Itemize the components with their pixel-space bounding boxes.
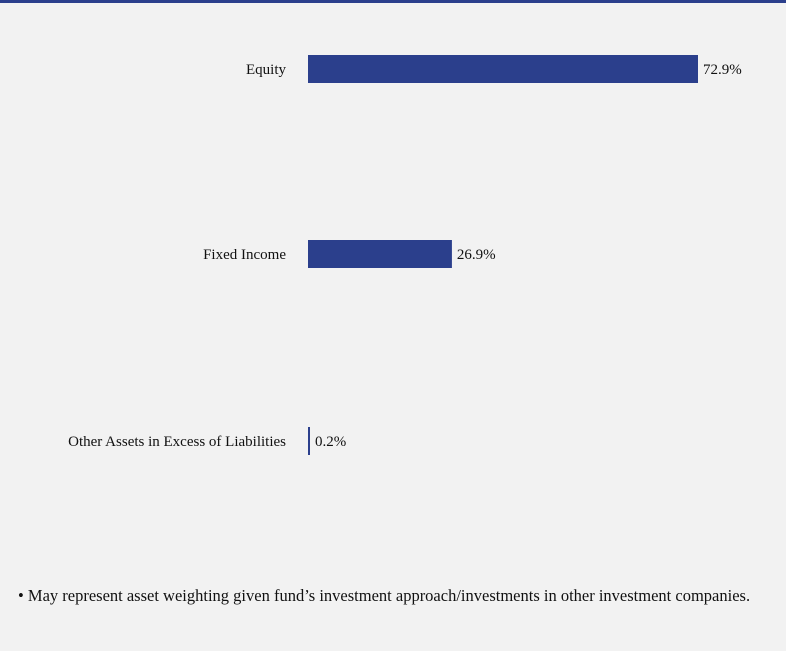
bar-fixed-income [308,240,452,268]
bar-equity [308,55,698,83]
allocation-bar-chart: Equity 72.9% Fixed Income 26.9% Other Assets… [68,55,742,455]
category-label-equity: Equity [246,62,286,78]
category-label-fixed-income: Fixed Income [203,247,286,263]
bar-other-assets-in-excess-of-liabilities [308,427,310,455]
value-label-fixed-income: 26.9% [457,247,496,263]
footnote: • May represent asset weighting given fu… [18,586,751,605]
value-label-other-assets-in-excess-of-liabilities: 0.2% [315,434,346,450]
category-label-other-assets-in-excess-of-liabilities: Other Assets in Excess of Liabilities [68,434,286,450]
value-label-equity: 72.9% [703,62,742,78]
